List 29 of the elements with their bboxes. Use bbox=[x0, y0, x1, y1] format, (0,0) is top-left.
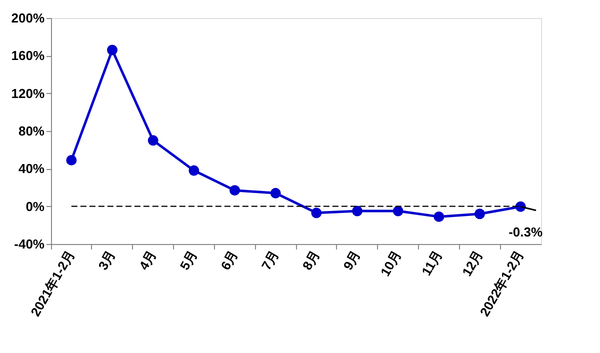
point bbox=[107, 44, 118, 56]
point bbox=[66, 154, 77, 166]
point bbox=[474, 208, 485, 220]
point bbox=[352, 206, 362, 216]
y-tick-label: 0% bbox=[26, 198, 45, 214]
y-tick-label: 200% bbox=[11, 10, 45, 26]
x-tick-label: 5月 bbox=[176, 248, 200, 273]
annotation: -0.3% bbox=[508, 224, 543, 240]
y-tick-label: 160% bbox=[11, 48, 45, 64]
point bbox=[270, 188, 281, 198]
y-tick-label: 40% bbox=[18, 161, 45, 176]
x-tick-label: 11月 bbox=[418, 248, 445, 278]
point bbox=[311, 208, 322, 218]
x-tick-label: 8月 bbox=[299, 248, 322, 273]
point bbox=[434, 211, 444, 222]
x-tick-label: 10月 bbox=[377, 248, 404, 279]
point bbox=[148, 135, 158, 146]
y-tick-label: 80% bbox=[18, 124, 45, 138]
x-tick-label: 6月 bbox=[218, 248, 241, 273]
point bbox=[392, 206, 404, 216]
y-tick-label: 120% bbox=[11, 86, 45, 101]
point bbox=[230, 185, 240, 196]
point bbox=[188, 165, 200, 176]
x-tick-label: 4月 bbox=[136, 248, 160, 273]
x-tick-label: 9月 bbox=[340, 248, 364, 273]
x-tick-label: 3月 bbox=[95, 248, 118, 273]
x-tick-label: 7月 bbox=[258, 248, 282, 273]
y-tick-label: -40% bbox=[14, 236, 45, 252]
x-tick-label: 12月 bbox=[459, 248, 486, 279]
